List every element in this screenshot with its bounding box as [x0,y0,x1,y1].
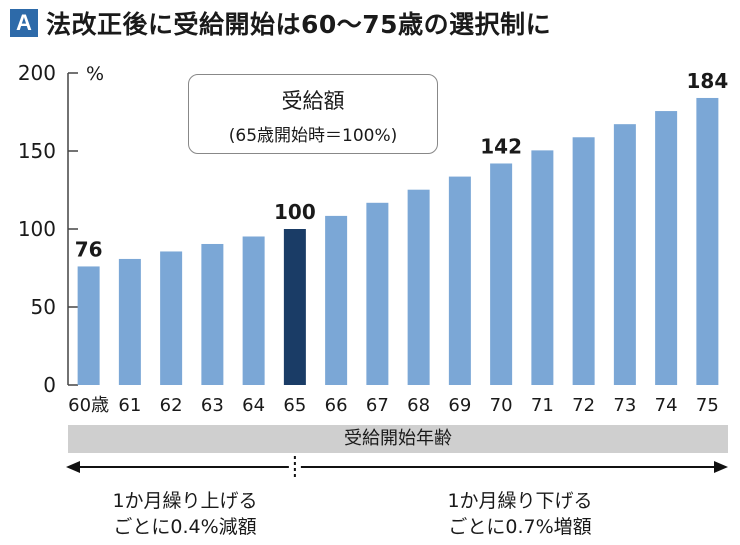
chart-title: A 法改正後に受給開始は60～75歳の選択制に [10,6,551,40]
y-tick-label: 200 [18,61,56,85]
x-tick-label: 74 [655,395,678,416]
bar [283,229,306,385]
data-label: 184 [687,69,729,93]
data-label: 76 [75,237,103,261]
x-tick-label: 66 [325,395,348,416]
bar [118,258,141,385]
x-tick-label: 67 [366,395,389,416]
bar [490,163,513,385]
legend-title: 受給額 [281,89,345,113]
note-late-line-1: 1か月繰り下げる [447,490,593,512]
data-label: 142 [480,134,522,158]
data-label: 100 [274,200,316,224]
note-early-line-2: ごとに0.4%減額 [113,516,257,538]
y-tick-label: 100 [18,217,56,241]
bar [531,150,554,385]
x-tick-label: 69 [448,395,471,416]
bar [160,251,183,385]
x-tick-label: 68 [407,395,430,416]
y-tick-label: 0 [43,373,56,397]
bar [201,243,224,385]
bar [407,189,430,385]
y-tick-label: 150 [18,139,56,163]
x-axis-band-label: 受給開始年齢 [68,425,728,453]
x-tick-label: 70 [490,395,513,416]
bar [572,137,595,385]
x-tick-label: 60歳 [68,395,109,416]
note-early-line-1: 1か月繰り上げる [112,490,258,512]
note-late-start: 1か月繰り下げる ごとに0.7%増額 [395,488,645,540]
title-text: 法改正後に受給開始は60～75歳の選択制に [46,10,552,39]
x-tick-label: 71 [531,395,554,416]
bar [696,97,719,386]
x-tick-label: 72 [572,395,595,416]
bar [655,111,678,386]
x-tick-label: 61 [118,395,141,416]
note-late-line-2: ごとに0.7%増額 [448,516,592,538]
title-badge: A [10,9,38,37]
x-tick-label: 75 [696,395,719,416]
note-early-start: 1か月繰り上げる ごとに0.4%減額 [90,488,280,540]
x-tick-label: 73 [613,395,636,416]
arrow-right-head [714,461,728,473]
bar [366,202,389,385]
legend-box: 受給額 (65歳開始時＝100%) [188,74,438,154]
x-tick-label: 62 [160,395,183,416]
bar [448,176,471,385]
bar [77,266,100,385]
bar [325,215,348,385]
bar [613,124,636,385]
bar [242,236,265,385]
x-tick-label: 65 [283,395,306,416]
arrow-left-head [66,461,80,473]
x-tick-label: 64 [242,395,265,416]
y-unit-label: % [86,63,104,85]
y-tick-label: 50 [31,295,56,319]
legend-subtitle: (65歳開始時＝100%) [228,126,398,146]
x-tick-label: 63 [201,395,224,416]
